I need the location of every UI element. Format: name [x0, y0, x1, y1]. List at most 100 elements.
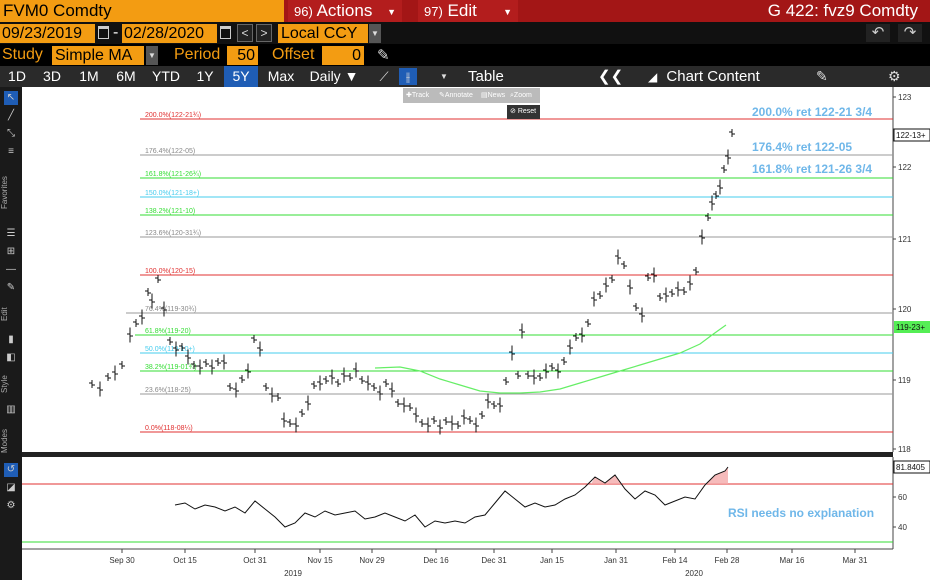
- x-tick-label: Dec 31: [481, 556, 507, 565]
- pen-icon[interactable]: ✎: [6, 282, 16, 293]
- timeframe-ytd[interactable]: YTD: [152, 68, 180, 84]
- chevron-down-icon[interactable]: ▼: [440, 72, 448, 81]
- brush-icon[interactable]: ▮: [8, 334, 14, 345]
- chart-area[interactable]: 123 122 121 120 119 118 200.0%(122-21¾) 176.4%(…: [0, 87, 930, 580]
- cursor-icon[interactable]: ↖: [4, 91, 18, 105]
- timeframe-6m[interactable]: 6M: [116, 68, 136, 84]
- gear-icon[interactable]: ⚙: [888, 68, 901, 84]
- news-button[interactable]: ▤ News: [481, 88, 505, 103]
- y-tick-label: 123: [898, 93, 912, 102]
- last-price-tag: 122-13+: [896, 131, 926, 140]
- area-chart-icon: ◢: [648, 70, 658, 84]
- y-tick-label: 118: [898, 445, 911, 454]
- edit-chart-icon[interactable]: ✎: [816, 68, 828, 84]
- x-tick-label: Sep 30: [109, 556, 135, 565]
- start-date-field[interactable]: 09/23/2019: [0, 24, 95, 43]
- ma-price-tag: 119-23+: [896, 323, 925, 332]
- zoom-button[interactable]: ⌕ Zoom: [510, 88, 532, 103]
- timeframe-1m[interactable]: 1M: [79, 68, 99, 84]
- chevron-down-icon: ▼: [387, 7, 396, 17]
- line-tool-icon[interactable]: ╱: [7, 110, 15, 121]
- rsi-y-tick-label: 40: [898, 523, 907, 532]
- crosshair-icon[interactable]: ↺: [4, 463, 18, 477]
- price-chart[interactable]: 123 122 121 120 119 118 200.0%(122-21¾) 176.4%(…: [0, 87, 930, 580]
- fib-tool-icon[interactable]: ≡: [8, 146, 14, 157]
- chevron-down-icon[interactable]: ▼: [369, 24, 381, 43]
- retracement-annotation: 176.4% ret 122-05: [752, 140, 852, 154]
- reset-button[interactable]: ⊘ Reset: [507, 105, 540, 119]
- collapse-icon[interactable]: ❮❮: [598, 68, 624, 85]
- trash-icon[interactable]: ▥: [6, 404, 16, 415]
- line-chart-icon[interactable]: ⟋: [379, 69, 389, 84]
- x-tick-label: Dec 16: [423, 556, 449, 565]
- bar-chart-icon[interactable]: ⫲: [399, 68, 417, 85]
- eraser-icon[interactable]: ◧: [6, 352, 16, 363]
- hline-icon[interactable]: —: [6, 264, 16, 275]
- annotate-button[interactable]: ✎ Annotate: [439, 88, 473, 103]
- track-button[interactable]: ✚ Track: [406, 88, 429, 103]
- x-tick-label: Jan 15: [540, 556, 565, 565]
- title-bar: FVM0 Comdty 96) Actions ▼ 97) Edit ▼ G 4…: [0, 0, 930, 22]
- timeframe-1y[interactable]: 1Y: [196, 68, 214, 84]
- track-label: Track: [411, 92, 430, 99]
- retracement-annotation: 200.0% ret 122-21 3/4: [752, 105, 872, 119]
- fib-level-label: 23.6%(118-25): [145, 387, 191, 394]
- pencil-icon[interactable]: ✎: [377, 47, 390, 64]
- x-tick-label: Nov 15: [307, 556, 333, 565]
- color-icon[interactable]: ◪: [6, 482, 16, 493]
- fib-level-label: 150.0%(121-18+): [145, 190, 199, 197]
- x-tick-label: Oct 31: [243, 556, 267, 565]
- year-label: 2020: [685, 569, 703, 578]
- timeframe-3d[interactable]: 3D: [43, 68, 61, 84]
- rsi-y-tick-label: 60: [898, 493, 907, 502]
- ruler-icon[interactable]: ⊞: [6, 246, 16, 257]
- offset-label: Offset: [272, 46, 315, 63]
- chevron-down-icon[interactable]: ▼: [146, 46, 158, 65]
- frequency-select[interactable]: Daily ▼: [309, 68, 359, 84]
- timeframe-1d[interactable]: 1D: [8, 68, 26, 84]
- edit-menu-button[interactable]: 97) Edit ▼: [418, 0, 518, 22]
- table-button[interactable]: Table: [468, 68, 504, 85]
- chart-content-button[interactable]: ◢ Chart Content: [648, 66, 760, 88]
- rsi-overbought-fill: [591, 475, 622, 484]
- timeframe-5y[interactable]: 5Y: [224, 66, 258, 87]
- timeframe-max[interactable]: Max: [267, 68, 295, 84]
- drawing-toolbar: ↖ ╱ ⤡ ≡ Favorites ☰ ⊞ — ✎ Edit ▮ ◧ Style…: [0, 87, 22, 580]
- timeframe-bar: 1D 3D 1M 6M YTD 1Y 5Y Max Daily ▼ ⟋ ⫲ ▼ …: [0, 66, 930, 87]
- chevron-right-icon[interactable]: >: [256, 24, 272, 42]
- x-tick-label: Jan 31: [604, 556, 629, 565]
- fib-level-label: 50.0%(119-10+): [145, 346, 195, 353]
- actions-menu-number: 96): [294, 4, 313, 19]
- period-input[interactable]: 50: [227, 46, 258, 65]
- last-price-tag-bg: [893, 128, 930, 142]
- rsi-value-tag-bg: [893, 460, 930, 474]
- year-label: 2019: [284, 569, 302, 578]
- reset-label: Reset: [517, 108, 537, 115]
- chart-id-title: G 422: fvz9 Comdty: [767, 1, 918, 20]
- fib-level-label: 76.4%(119-30¾): [145, 306, 197, 313]
- settings-icon[interactable]: ⚙: [6, 500, 16, 511]
- pointer-icon[interactable]: ⤡: [7, 128, 15, 139]
- chart-mode-toolbar: ✚ Track ✎ Annotate ▤ News ⌕ Zoom: [403, 88, 540, 103]
- x-tick-label: Nov 29: [359, 556, 385, 565]
- zoom-label: Zoom: [513, 92, 532, 99]
- x-tick-label: Feb 28: [715, 556, 740, 565]
- ticker-field[interactable]: FVM0 Comdty: [0, 0, 284, 22]
- chevron-left-icon[interactable]: <: [237, 24, 253, 42]
- currency-field[interactable]: Local CCY: [278, 24, 368, 43]
- fib-level-label: 200.0%(122-21¾): [145, 112, 201, 119]
- rsi-annotation: RSI needs no explanation: [728, 506, 874, 520]
- actions-menu-button[interactable]: 96) Actions ▼: [288, 0, 402, 22]
- fib-grid-icon[interactable]: ☰: [6, 228, 16, 239]
- offset-input[interactable]: 0: [322, 46, 364, 65]
- study-select[interactable]: Simple MA: [52, 46, 144, 65]
- fib-level-label: 38.2%(119-01¾): [145, 364, 197, 371]
- redo-icon[interactable]: ↷: [898, 24, 922, 42]
- calendar-icon[interactable]: [98, 26, 109, 39]
- panel-divider: [0, 452, 930, 457]
- calendar-icon[interactable]: [220, 26, 231, 39]
- retracement-annotation: 161.8% ret 121-26 3/4: [752, 162, 872, 176]
- fib-level-label: 100.0%(120-15): [145, 268, 195, 275]
- undo-icon[interactable]: ↶: [866, 24, 890, 42]
- end-date-field[interactable]: 02/28/2020: [122, 24, 217, 43]
